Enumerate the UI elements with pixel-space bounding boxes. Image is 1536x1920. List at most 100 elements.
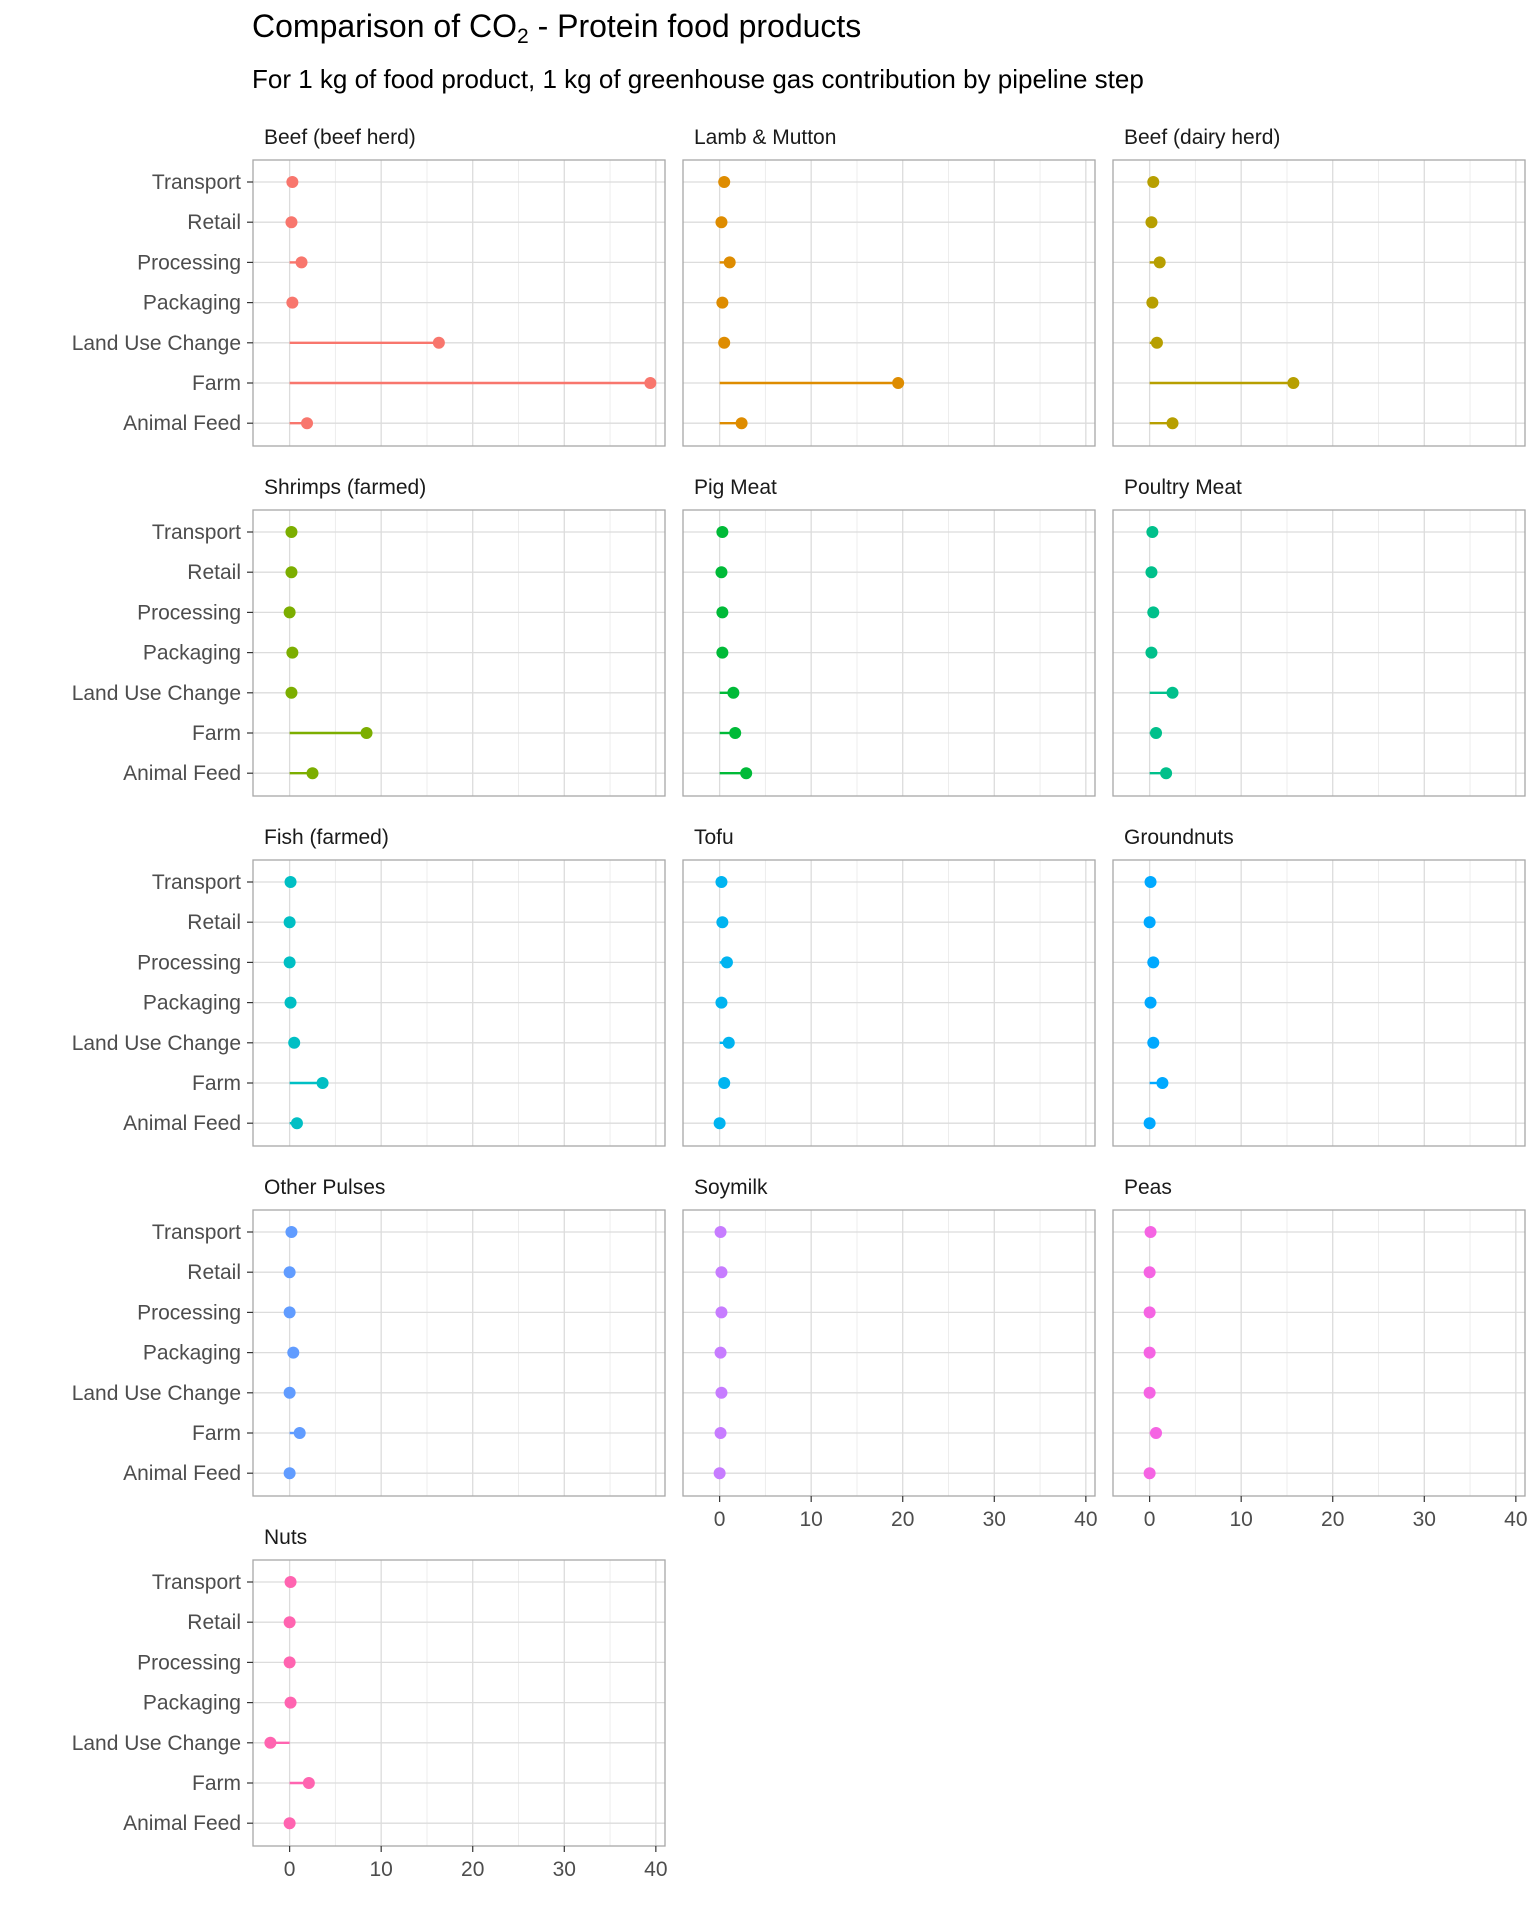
x-tick-label: 10 [799,1508,822,1531]
lollipop-point [285,1226,298,1238]
facet-label: Peas [1124,1176,1172,1199]
lollipop-point [718,336,731,349]
lollipop-point [1143,1346,1156,1359]
lollipop-point [283,606,296,619]
lollipop-point [285,216,298,229]
y-tick-label: Farm [192,372,241,395]
lollipop-point [713,1467,726,1480]
lollipop-point [714,1427,727,1439]
lollipop-point [432,336,445,349]
y-tick-label: Packaging [143,642,241,665]
y-tick-label: Retail [187,561,241,584]
facet-label: Groundnuts [1124,826,1234,849]
chart-title-suffix: - Protein food products [528,8,862,44]
y-tick-label: Land Use Change [72,1382,241,1405]
x-tick-label: 30 [1413,1508,1436,1531]
lollipop-point [1147,176,1160,188]
y-tick-label: Transport [152,521,241,544]
lollipop-point [295,256,308,269]
lollipop-point [1166,686,1179,699]
y-tick-label: Retail [187,1611,241,1634]
y-tick-label: Land Use Change [72,682,241,705]
facet-label: Poultry Meat [1124,476,1242,499]
y-tick-label: Packaging [143,292,241,315]
lollipop-point [715,1266,728,1279]
panel-border [682,159,1096,447]
lollipop-point [286,296,299,309]
lollipop-point [284,996,297,1009]
lollipop-point [715,1386,728,1399]
x-tick-label: 40 [644,1858,667,1881]
chart-title: Comparison of CO2 - Protein food product… [252,8,861,49]
facet-label: Nuts [264,1526,307,1549]
lollipop-point [284,1576,297,1588]
facet-label: Pig Meat [694,476,777,499]
facet-label: Fish (farmed) [264,826,389,849]
y-tick-label: Transport [152,171,241,194]
lollipop-point [1150,336,1163,349]
y-tick-label: Farm [192,1772,241,1795]
lollipop-point [1146,526,1159,538]
y-tick-label: Packaging [143,1692,241,1715]
chart-title-text: Comparison of CO [252,8,517,44]
lollipop-point [283,1266,296,1279]
lollipop-point [716,296,729,309]
panel-border [1112,1209,1526,1497]
x-tick-label: 40 [1504,1508,1527,1531]
lollipop-point [729,727,742,739]
lollipop-point [1146,296,1159,309]
lollipop-point [288,1036,301,1049]
lollipop-point [306,767,319,780]
y-tick-label: Animal Feed [123,1462,241,1485]
y-tick-label: Retail [187,1261,241,1284]
y-tick-label: Processing [137,251,241,274]
panel-border [682,1209,1096,1497]
y-tick-label: Transport [152,871,241,894]
lollipop-point [1287,377,1300,389]
panel-border [1112,509,1526,797]
panel-border [682,509,1096,797]
y-tick-label: Packaging [143,992,241,1015]
y-tick-label: Retail [187,211,241,234]
x-tick-label: 30 [983,1508,1006,1531]
lollipop-point [1150,727,1163,739]
y-tick-label: Animal Feed [123,762,241,785]
lollipop-point [715,996,728,1009]
chart-subtitle: For 1 kg of food product, 1 kg of greenh… [252,64,1144,94]
panel-border [682,859,1096,1147]
y-tick-label: Processing [137,951,241,974]
lollipop-point [715,876,728,888]
lollipop-point [285,566,298,579]
lollipop-point [286,646,299,659]
y-tick-label: Farm [192,1422,241,1445]
lollipop-point [1143,1266,1156,1279]
lollipop-point [284,876,297,888]
lollipop-point [283,956,296,969]
facet-label: Beef (beef herd) [264,126,416,149]
x-tick-label: 30 [553,1858,576,1881]
x-tick-label: 20 [891,1508,914,1531]
facet-label: Lamb & Mutton [694,126,836,149]
lollipop-point [1144,996,1157,1009]
lollipop-point [722,1036,735,1049]
lollipop-point [1160,767,1173,780]
lollipop-point [285,686,298,699]
lollipop-point [740,767,753,780]
lollipop-point [1145,566,1158,579]
lollipop-point [718,1077,731,1089]
lollipop-point [283,1656,296,1669]
facet-label: Other Pulses [264,1176,385,1199]
lollipop-point [716,646,729,659]
lollipop-point [714,1226,727,1238]
x-tick-label: 0 [284,1858,296,1881]
lollipop-point [727,686,740,699]
lollipop-point [1143,1117,1156,1130]
x-tick-label: 0 [714,1508,726,1531]
y-tick-label: Transport [152,1571,241,1594]
y-tick-label: Processing [137,1651,241,1674]
lollipop-point [716,916,729,929]
lollipop-point [1143,1306,1156,1319]
facet-label: Tofu [694,826,734,849]
lollipop-point [720,956,733,969]
